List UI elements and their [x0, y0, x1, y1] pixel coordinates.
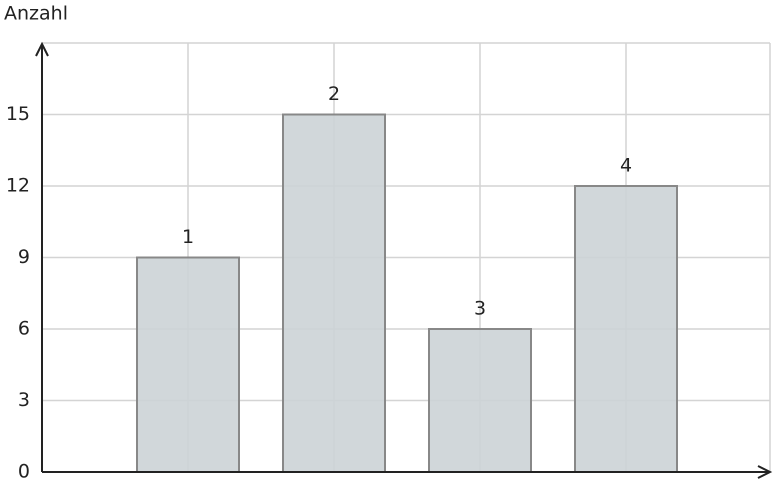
category-label: 1	[182, 226, 194, 248]
bar	[574, 185, 678, 473]
category-label: 4	[620, 155, 632, 177]
y-tick-label: 3	[18, 389, 30, 411]
bar	[136, 256, 240, 473]
bars	[136, 113, 678, 473]
y-axis-label: Anzahl	[4, 3, 68, 25]
bar	[282, 113, 386, 473]
y-tick-label: 15	[6, 103, 30, 125]
y-tick-label: 9	[18, 246, 30, 268]
category-label: 2	[328, 83, 340, 105]
axes	[35, 41, 773, 479]
category-label: 3	[474, 298, 486, 320]
y-axis	[35, 41, 49, 472]
bar	[428, 328, 532, 473]
y-tick-label: 12	[6, 175, 30, 197]
y-tick-label: 0	[18, 461, 30, 483]
y-tick-label: 6	[18, 318, 30, 340]
x-axis	[42, 465, 773, 479]
